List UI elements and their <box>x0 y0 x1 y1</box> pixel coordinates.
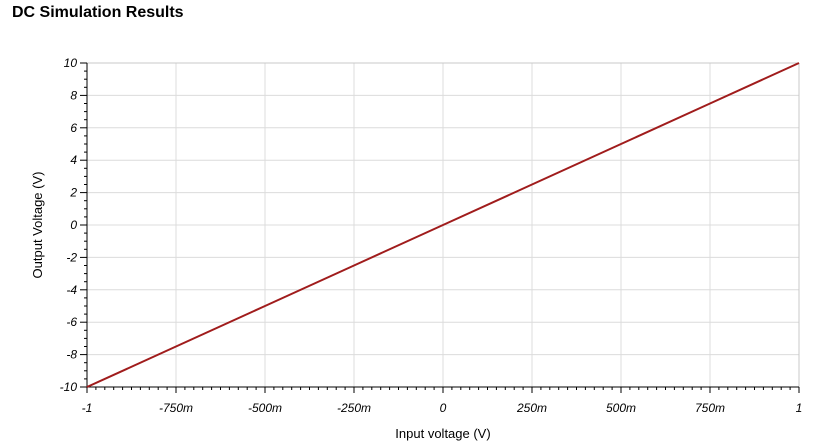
x-tick-label: -1 <box>82 401 93 415</box>
x-tick-label: -750m <box>159 401 193 415</box>
y-tick-label: -6 <box>66 315 77 329</box>
x-tick-label: 500m <box>606 401 636 415</box>
x-tick-label: 750m <box>695 401 725 415</box>
chart-series <box>86 62 800 388</box>
y-tick-label: 6 <box>70 121 77 135</box>
y-tick-label: 8 <box>70 88 77 102</box>
y-tick-label: 10 <box>64 56 78 70</box>
x-axis-label: Input voltage (V) <box>395 426 490 441</box>
x-tick-label: 1 <box>796 401 803 415</box>
x-tick-label: 0 <box>440 401 447 415</box>
chart-tick-labels: -1 -750m -500m -250m 0 250m 500m 750m 1 -10 -8 -6 -4… <box>60 56 803 415</box>
x-tick-label: -500m <box>248 401 282 415</box>
y-tick-label: -10 <box>60 380 78 394</box>
y-tick-label: 0 <box>70 218 77 232</box>
chart-frame <box>87 62 800 387</box>
y-tick-label: 2 <box>69 186 77 200</box>
x-tick-label: 250m <box>516 401 547 415</box>
y-tick-label: 4 <box>70 153 77 167</box>
y-axis-label: Output Voltage (V) <box>30 172 45 279</box>
series-line <box>86 62 800 388</box>
y-tick-label: -8 <box>66 348 77 362</box>
chart-ticks <box>80 62 800 393</box>
x-tick-label: -250m <box>337 401 371 415</box>
y-tick-label: -2 <box>66 250 77 264</box>
page-title: DC Simulation Results <box>12 4 184 21</box>
y-tick-label: -4 <box>66 283 77 297</box>
